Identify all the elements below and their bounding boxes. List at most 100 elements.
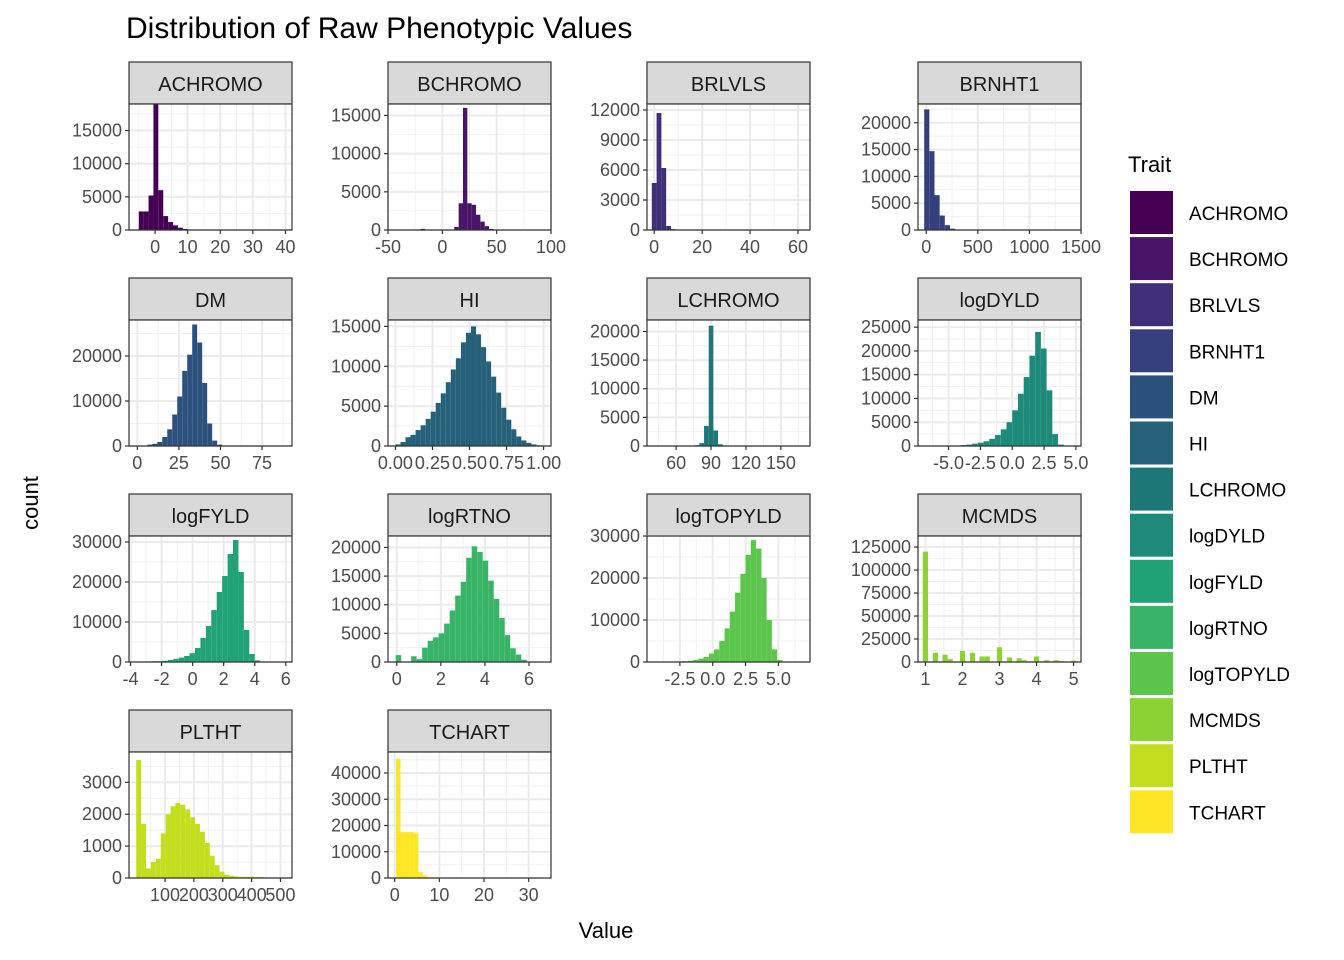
x-tick-label: 2	[957, 669, 967, 689]
facet-mcmds: MCMDS 0 25000 50000 75000 100000 125000 1 2 3 4 5	[851, 493, 1082, 689]
bar	[481, 347, 487, 446]
bar	[454, 226, 459, 230]
panel-border-pltht	[128, 751, 293, 879]
bar	[1021, 660, 1027, 662]
bar	[1070, 660, 1077, 662]
y-tick-label: 0	[371, 652, 381, 672]
y-tick-label: 5000	[871, 412, 911, 432]
bar	[173, 225, 178, 230]
bar	[1035, 331, 1041, 446]
bar	[425, 418, 431, 446]
legend-entry-logdyld: logDYLD	[1130, 513, 1265, 557]
y-tick-label: 20000	[72, 572, 122, 592]
legend-label: BRNHT1	[1189, 342, 1265, 363]
facet-logdyld: logDYLD 0 5000 10000 15000 20000 25000 -5.0 -2.5…	[861, 277, 1088, 473]
bar	[750, 540, 757, 662]
x-tick-label: -5.0	[933, 453, 964, 473]
x-tick-label: 20	[474, 885, 494, 905]
x-tick-label: 6	[281, 669, 291, 689]
bar	[766, 620, 772, 662]
y-tick-label: 3000	[82, 772, 122, 792]
y-tick-label: 0	[901, 652, 911, 672]
bar	[189, 653, 195, 662]
x-tick-label: 1	[920, 669, 930, 689]
x-tick-label: 40	[275, 237, 295, 257]
bar	[444, 623, 450, 662]
strip-label-hi: HI	[460, 290, 480, 312]
x-tick-label: -50	[375, 237, 401, 257]
legend-label: logDYLD	[1189, 527, 1265, 548]
x-tick-label: 0.50	[452, 453, 487, 473]
bar	[516, 436, 522, 446]
bar	[244, 876, 250, 878]
bar	[233, 540, 239, 662]
bar	[1016, 658, 1022, 662]
x-axis-brnht1: 0 500 1000 1500	[921, 230, 1101, 257]
bar	[977, 442, 984, 446]
x-tick-label: 0.00	[378, 453, 413, 473]
x-tick-label: 100	[536, 237, 566, 257]
bar	[238, 572, 244, 662]
bar	[477, 552, 483, 662]
bar	[510, 648, 516, 662]
x-tick-label: 100	[150, 885, 180, 905]
x-tick-label: 0.0	[1000, 453, 1025, 473]
y-tick-label: 5000	[341, 623, 381, 643]
bar	[949, 228, 956, 230]
legend-entry-pltht: PLTHT	[1130, 744, 1248, 788]
bar	[194, 648, 201, 662]
x-tick-label: 4	[480, 669, 490, 689]
bars-pltht	[136, 759, 269, 878]
bar	[146, 868, 151, 878]
strip-dm	[128, 277, 293, 321]
bar	[488, 580, 494, 662]
x-axis-bchromo: -50 0 50 100	[375, 230, 566, 257]
bar	[979, 656, 985, 662]
bar	[939, 215, 945, 230]
bar	[924, 109, 930, 230]
x-axis-dm: 0 25 50 75	[132, 446, 272, 473]
panel-bg-brlvls	[647, 104, 810, 230]
y-tick-label: 0	[112, 652, 122, 672]
bar	[486, 361, 492, 446]
bar	[167, 660, 174, 662]
bar	[708, 325, 714, 446]
facet-dm: DM 0 10000 20000 0 25 50 75	[72, 277, 293, 473]
y-axis-hi: 0 5000 10000 15000	[331, 316, 388, 456]
strip-lchromo	[646, 277, 811, 321]
x-tick-label: 4	[1032, 669, 1042, 689]
bar	[460, 342, 466, 446]
y-tick-label: 20000	[331, 537, 381, 557]
y-tick-label: 0	[630, 220, 640, 240]
bar	[148, 195, 154, 230]
bar	[234, 876, 240, 878]
bar	[929, 151, 935, 230]
x-axis-hi: 0.00 0.25 0.50 0.75 1.00	[378, 446, 561, 473]
x-tick-label: 1.00	[526, 453, 561, 473]
bar	[254, 660, 261, 662]
bar	[445, 382, 451, 446]
gridlines-pltht	[129, 752, 292, 879]
bar	[178, 657, 185, 662]
bars-logtopyld	[671, 540, 783, 662]
bar	[666, 226, 671, 230]
y-tick-label: 20000	[861, 341, 911, 361]
y-axis-pltht: 0 1000 2000 3000	[82, 772, 129, 888]
x-axis-lchromo: 60 90 120 150	[666, 446, 796, 473]
bar	[416, 659, 423, 662]
bar	[455, 595, 461, 662]
bar	[934, 195, 940, 230]
bar	[450, 369, 456, 446]
bar	[395, 444, 401, 446]
y-tick-label: 10000	[331, 595, 381, 615]
legend-label: logTOPYLD	[1189, 665, 1290, 686]
bar	[175, 803, 181, 878]
bar	[184, 656, 190, 662]
y-axis-lchromo: 0 5000 10000 15000 20000	[590, 321, 647, 456]
x-tick-label: 4	[250, 669, 260, 689]
y-tick-label: 6000	[600, 160, 640, 180]
facet-tchart: TCHART 0 10000 20000 30000 40000 0 10 20 30	[331, 709, 552, 905]
y-tick-label: 15000	[331, 566, 381, 586]
x-tick-label: 200	[179, 885, 209, 905]
